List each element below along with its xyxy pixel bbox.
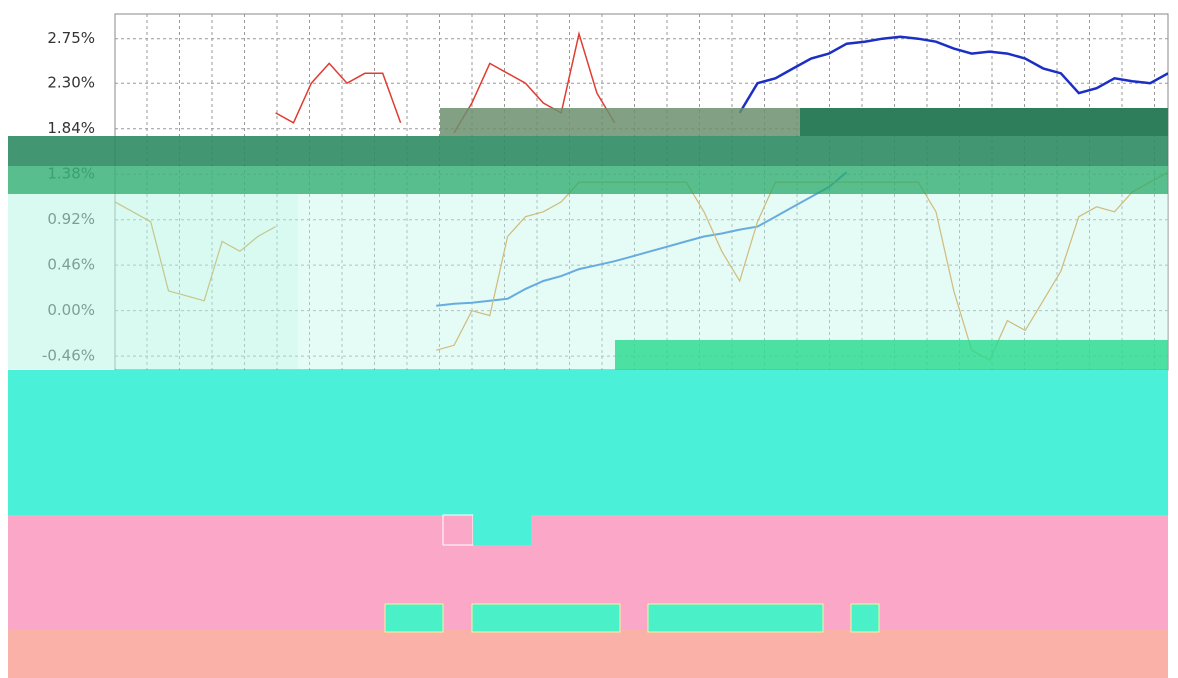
y-tick-label: 0.92% <box>47 210 95 228</box>
y-tick-label: 1.38% <box>47 165 95 183</box>
plot-area <box>115 14 1168 370</box>
y-tick-label: 2.30% <box>47 74 95 92</box>
chart: 2.75% 2.30% 1.84% 1.38% 0.92% 0.46% 0.00% -0.46… <box>0 0 1178 678</box>
tick-labels: 2.75% 2.30% 1.84% 1.38% 0.92% 0.46% 0.00% -0.46… <box>42 29 95 364</box>
y-tick-label: 0.46% <box>47 256 95 274</box>
y-tick-label: 0.00% <box>47 301 95 319</box>
y-tick-label: 1.84% <box>47 119 95 137</box>
y-tick-label: 2.75% <box>47 29 95 47</box>
y-tick-label: -0.46% <box>42 347 95 365</box>
screenshot: 2.75% 2.30% 1.84% 1.38% 0.92% 0.46% 0.00% -0.46… <box>0 0 1178 678</box>
